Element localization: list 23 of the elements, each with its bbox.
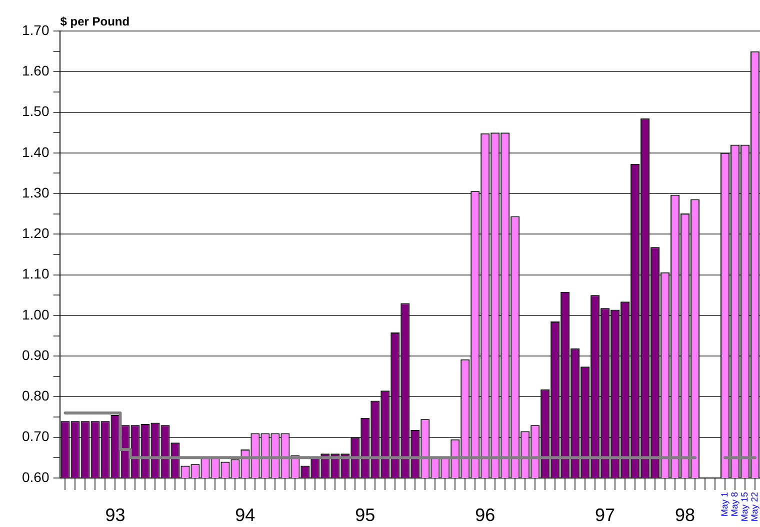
y-tick-label: 0.80 [22,388,50,404]
y-tick-label: 1.70 [22,22,50,38]
x-tick-label: 97 [595,504,616,525]
y-tick-label: 1.10 [22,266,50,282]
x-tick-label: 95 [355,504,376,525]
y-tick-label: 0.60 [22,468,50,485]
x-tick-label: May 15 [739,492,750,522]
y-tick-label: 1.40 [22,144,50,160]
y-tick-label: 1.50 [22,103,50,120]
y-axis-title: $ per Pound [60,14,130,28]
x-tick-label: May 8 [729,492,740,517]
y-tick-label: 1.60 [22,62,50,78]
x-tick-label: May 22 [749,492,760,522]
x-tick-label: 98 [675,504,696,525]
y-tick-label: 1.20 [22,225,50,242]
x-tick-label: May 1 [719,492,730,517]
x-tick-label: 96 [475,504,496,525]
y-tick-label: 0.90 [22,346,50,363]
y-tick-label: 1.00 [22,306,50,322]
y-tick-label: 0.70 [22,428,50,444]
y-tick-label: 1.30 [22,184,50,200]
x-tick-label: 94 [235,504,256,525]
x-tick-label: 93 [105,504,126,525]
